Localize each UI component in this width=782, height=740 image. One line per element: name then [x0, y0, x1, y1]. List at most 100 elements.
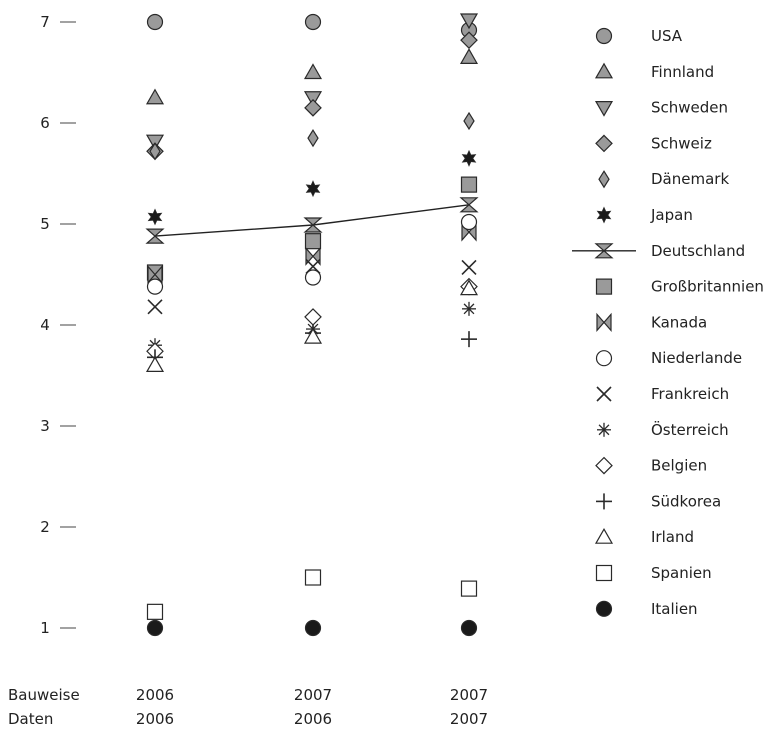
legend-label-spanien: Spanien: [651, 564, 712, 582]
legend-item-suedkorea: Südkorea: [596, 492, 721, 510]
point-suedkorea-2: [461, 331, 477, 348]
legend-label-finnland: Finnland: [651, 63, 714, 81]
legend-item-frankreich: Frankreich: [596, 385, 729, 403]
cat-label-daten-1: 2006: [294, 710, 332, 728]
y-tick-label-2: 2: [40, 518, 50, 536]
legend-label-deutschland: Deutschland: [651, 242, 745, 260]
y-tick-label-5: 5: [40, 215, 50, 233]
legend-item-niederlande: Niederlande: [595, 349, 742, 367]
point-irland-0: [145, 356, 165, 372]
legend-item-deutschland: Deutschland: [572, 242, 745, 260]
legend-item-oesterreich: Österreich: [597, 420, 729, 439]
point-finnland-0: [145, 88, 165, 105]
point-usa-1: [304, 13, 322, 31]
legend: USA Finnland Schweden Schweiz Dänemark Japan D…: [572, 27, 764, 618]
point-belgien-1: [304, 308, 322, 326]
legend-item-kanada: Kanada: [596, 312, 707, 332]
cat-label-daten-0: 2006: [136, 710, 174, 728]
legend-marker-belgien: [595, 456, 613, 475]
point-japan-1: [305, 180, 321, 198]
y-tick-label-1: 1: [40, 619, 50, 637]
point-italien-1: [304, 619, 322, 637]
legend-label-japan: Japan: [650, 206, 693, 224]
point-spanien-2: [460, 580, 478, 597]
point-japan-0: [147, 208, 163, 226]
point-irland-1: [303, 327, 323, 344]
legend-label-schweden: Schweden: [651, 99, 728, 117]
y-axis: 1 2 3 4 5 6 7: [40, 13, 76, 637]
y-tick-label-7: 7: [40, 13, 50, 31]
legend-item-japan: Japan: [596, 206, 693, 224]
point-kanada-1: [305, 246, 321, 266]
legend-label-oesterreich: Österreich: [651, 420, 729, 439]
legend-label-kanada: Kanada: [651, 313, 707, 331]
legend-marker-niederlande: [595, 350, 613, 367]
legend-label-usa: USA: [651, 27, 683, 45]
point-niederlande-2: [460, 213, 478, 231]
point-frankreich-2: [461, 259, 477, 275]
cat-label-bauweise-1: 2007: [294, 686, 332, 704]
point-daenemark-1: [307, 129, 319, 148]
point-finnland-1: [303, 63, 323, 80]
legend-label-belgien: Belgien: [651, 457, 707, 475]
legend-label-suedkorea: Südkorea: [651, 492, 721, 510]
point-deutschland-0: [145, 228, 165, 244]
legend-marker-oesterreich: [597, 422, 611, 437]
cat-label-bauweise-2: 2007: [450, 686, 488, 704]
point-italien-0: [146, 619, 164, 637]
legend-item-usa: USA: [595, 27, 683, 45]
legend-marker-grossbritannien: [595, 278, 613, 295]
legend-marker-japan: [596, 206, 612, 224]
legend-label-grossbritannien: Großbritannien: [651, 278, 764, 296]
point-usa-0: [146, 13, 164, 31]
legend-label-niederlande: Niederlande: [651, 349, 742, 367]
point-schweden-1: [303, 91, 323, 107]
point-frankreich-1: [305, 258, 321, 274]
plot-area: [145, 13, 479, 637]
y-tick-label-6: 6: [40, 114, 50, 132]
point-deutschland-1: [303, 217, 323, 233]
point-oesterreich-2: [462, 301, 476, 316]
point-spanien-0: [146, 603, 164, 620]
point-schweiz-1: [304, 99, 322, 117]
legend-marker-suedkorea: [596, 493, 612, 510]
point-japan-2: [461, 149, 477, 167]
point-niederlande-0: [146, 278, 164, 295]
point-spanien-1: [304, 569, 322, 586]
legend-label-italien: Italien: [651, 600, 698, 618]
point-daenemark-0: [149, 142, 161, 161]
legend-item-daenemark: Dänemark: [598, 170, 729, 189]
legend-label-daenemark: Dänemark: [651, 170, 729, 188]
y-tick-label-3: 3: [40, 417, 50, 435]
cat-label-daten-2: 2007: [450, 710, 488, 728]
legend-item-schweiz: Schweiz: [595, 134, 712, 153]
point-italien-2: [460, 619, 478, 637]
y-tick-label-4: 4: [40, 316, 50, 334]
category-labels: Bauweise Daten 2006 2006 2007 2006 2007 …: [8, 686, 488, 728]
legend-item-schweden: Schweden: [594, 99, 728, 117]
legend-item-grossbritannien: Großbritannien: [595, 278, 764, 296]
cat-label-bauweise-0: 2006: [136, 686, 174, 704]
point-schweden-2: [459, 13, 479, 30]
legend-marker-usa: [595, 27, 613, 45]
legend-marker-deutschland: [594, 243, 614, 259]
point-niederlande-1: [304, 269, 322, 286]
legend-marker-finnland: [594, 62, 614, 79]
legend-label-frankreich: Frankreich: [651, 385, 729, 403]
point-schweiz-2: [460, 31, 478, 50]
legend-label-irland: Irland: [651, 528, 694, 546]
legend-item-irland: Irland: [594, 527, 694, 546]
point-grossbritannien-2: [460, 176, 478, 193]
legend-marker-frankreich: [596, 386, 612, 402]
legend-marker-schweden: [594, 100, 614, 117]
point-frankreich-0: [147, 299, 163, 315]
row-title-daten: Daten: [8, 710, 53, 728]
legend-marker-kanada: [596, 312, 612, 332]
legend-label-schweiz: Schweiz: [651, 134, 712, 152]
legend-marker-spanien: [595, 564, 613, 582]
legend-item-spanien: Spanien: [595, 564, 712, 582]
point-finnland-2: [459, 48, 479, 64]
legend-item-belgien: Belgien: [595, 456, 707, 475]
legend-marker-schweiz: [595, 134, 613, 153]
